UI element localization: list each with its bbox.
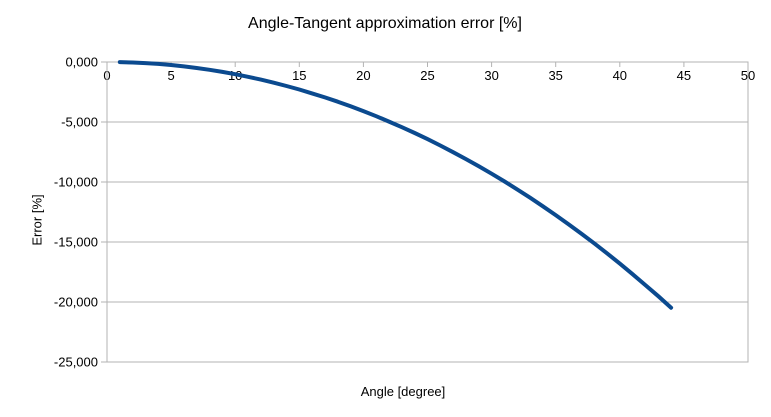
y-tick-label: -20,000: [54, 295, 98, 310]
y-tick-label: -5,000: [61, 115, 98, 130]
series-line: [117, 60, 674, 310]
x-tick-label: 5: [167, 68, 174, 83]
x-tick-label: 45: [677, 68, 691, 83]
chart-title: Angle-Tangent approximation error [%]: [248, 15, 522, 32]
x-tick-label: 25: [420, 68, 434, 83]
y-tick-label: 0,000: [65, 55, 98, 70]
x-tick-label: 35: [548, 68, 562, 83]
x-tick-label: 15: [292, 68, 306, 83]
y-tick-label: -10,000: [54, 175, 98, 190]
y-tick-label: -25,000: [54, 355, 98, 370]
y-tick-label: -15,000: [54, 235, 98, 250]
x-axis-title: Angle [degree]: [360, 384, 446, 399]
y-axis-title: Error [%]: [29, 194, 45, 246]
x-tick-label: 30: [484, 68, 498, 83]
x-tick-label: 20: [356, 68, 370, 83]
x-tick-label: 40: [613, 68, 627, 83]
plot-border: [106, 61, 749, 363]
